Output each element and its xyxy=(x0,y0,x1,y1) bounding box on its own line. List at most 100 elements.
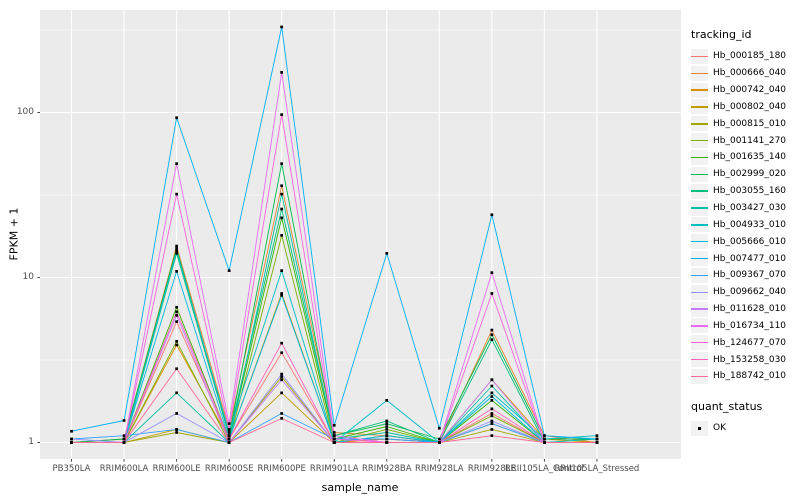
legend-key-line-icon xyxy=(691,224,708,226)
data-point xyxy=(175,343,178,347)
data-point xyxy=(280,375,283,379)
data-point xyxy=(175,428,178,431)
data-point xyxy=(122,437,126,441)
data-point xyxy=(280,162,283,165)
legend-item-label: Hb_001141_270 xyxy=(713,135,787,146)
legend-item-Hb_005666_010: Hb_005666_010 xyxy=(691,233,799,250)
data-point xyxy=(280,113,283,116)
legend-key-swatch xyxy=(691,420,708,436)
legend-item-Hb_016734_110: Hb_016734_110 xyxy=(691,318,799,335)
data-point xyxy=(175,305,178,309)
legend-item-Hb_153258_030: Hb_153258_030 xyxy=(691,351,799,368)
legend-key-swatch xyxy=(691,267,708,283)
data-point xyxy=(490,399,494,402)
legend-item-label: Hb_000742_040 xyxy=(713,85,787,96)
legend-key-line-icon xyxy=(691,291,708,293)
data-point xyxy=(543,434,546,437)
x-tick-label: RRIM901LA xyxy=(309,463,359,474)
data-point xyxy=(332,437,336,441)
data-point xyxy=(280,351,283,355)
legend-key-line-icon xyxy=(691,342,708,344)
data-point xyxy=(490,292,494,295)
legend-item-Hb_000742_040: Hb_000742_040 xyxy=(691,82,799,99)
data-point xyxy=(490,422,494,425)
data-point xyxy=(490,338,494,341)
legend-key-swatch xyxy=(691,82,708,98)
legend-key-line-icon xyxy=(691,173,708,176)
legend-key-swatch xyxy=(691,149,708,165)
legend-key-swatch xyxy=(691,200,708,216)
data-point xyxy=(385,425,389,428)
panel-background xyxy=(40,10,681,459)
legend-item-label: Hb_004933_010 xyxy=(713,219,787,230)
x-tick-label: RRIM928BA xyxy=(362,463,412,474)
data-point xyxy=(227,431,231,434)
data-point xyxy=(490,407,494,411)
legend-key-swatch xyxy=(691,301,708,317)
legend-item-Hb_000666_040: Hb_000666_040 xyxy=(691,65,799,82)
data-point xyxy=(175,249,178,253)
legend-key-line-icon xyxy=(691,325,708,327)
data-point xyxy=(280,372,283,376)
data-point xyxy=(332,441,336,444)
legend-item-Hb_002999_020: Hb_002999_020 xyxy=(691,166,799,183)
legend-key-swatch xyxy=(691,183,708,199)
data-point xyxy=(385,437,389,441)
legend-key-swatch xyxy=(691,133,708,149)
data-point xyxy=(490,428,494,431)
data-point xyxy=(175,244,178,248)
legend-key-line-icon xyxy=(691,274,708,277)
data-point xyxy=(385,399,389,402)
legend-item-Hb_004933_010: Hb_004933_010 xyxy=(691,216,799,233)
data-point xyxy=(332,424,336,427)
data-point xyxy=(280,25,283,29)
data-point xyxy=(280,292,283,295)
legend-item-Hb_007477_010: Hb_007477_010 xyxy=(691,250,799,267)
legend-key-line-icon xyxy=(691,55,708,58)
data-point xyxy=(280,184,283,188)
legend-key-line-icon xyxy=(691,308,708,310)
legend-key-line-icon xyxy=(691,375,708,378)
data-point xyxy=(280,192,283,196)
x-tick-label: RRII105LA_Stressed xyxy=(554,463,640,474)
data-point xyxy=(385,419,389,423)
x-tick-label: RRIM600SE xyxy=(204,463,254,474)
x-axis-title: sample_name xyxy=(321,481,399,494)
y-tick-label: 100 xyxy=(16,107,34,117)
data-point xyxy=(280,341,283,345)
data-point xyxy=(227,434,231,437)
data-point xyxy=(280,391,283,395)
legend-key-line-icon xyxy=(691,123,708,125)
legend-item-Hb_124677_070: Hb_124677_070 xyxy=(691,334,799,351)
data-point xyxy=(490,414,494,418)
data-point xyxy=(490,391,494,395)
legend-key-swatch xyxy=(691,251,708,267)
legend-item-Hb_001141_270: Hb_001141_270 xyxy=(691,132,799,149)
legend-key-swatch xyxy=(691,217,708,233)
x-tick-label: RRIM600LA xyxy=(99,463,149,474)
data-point xyxy=(280,412,283,415)
legend-quant-status-items: OK xyxy=(691,420,799,437)
data-point xyxy=(175,310,178,314)
legend-item-label: Hb_000185_180 xyxy=(713,51,787,62)
data-point xyxy=(385,252,389,255)
legend-item-label: Hb_005666_010 xyxy=(713,236,787,247)
legend-key-line-icon xyxy=(691,139,708,142)
data-point xyxy=(490,271,494,274)
legend-key-line-icon xyxy=(691,207,708,209)
legend-key-line-icon xyxy=(691,257,708,260)
legend-item-label: Hb_016734_110 xyxy=(713,320,787,331)
legend-key-line-icon xyxy=(691,72,708,74)
data-point xyxy=(490,419,494,423)
legend-item-label: Hb_000802_040 xyxy=(713,101,787,112)
data-point xyxy=(280,269,283,272)
data-point xyxy=(175,314,178,317)
data-point xyxy=(227,269,231,272)
legend-item-label: Hb_001635_140 xyxy=(713,152,787,163)
data-point xyxy=(438,437,441,441)
legend-item-Hb_003055_160: Hb_003055_160 xyxy=(691,183,799,200)
legend-panel: tracking_id Hb_000185_180 Hb_000666_040 Hb… xyxy=(691,28,799,437)
legend-item-label: Hb_153258_030 xyxy=(713,354,787,365)
